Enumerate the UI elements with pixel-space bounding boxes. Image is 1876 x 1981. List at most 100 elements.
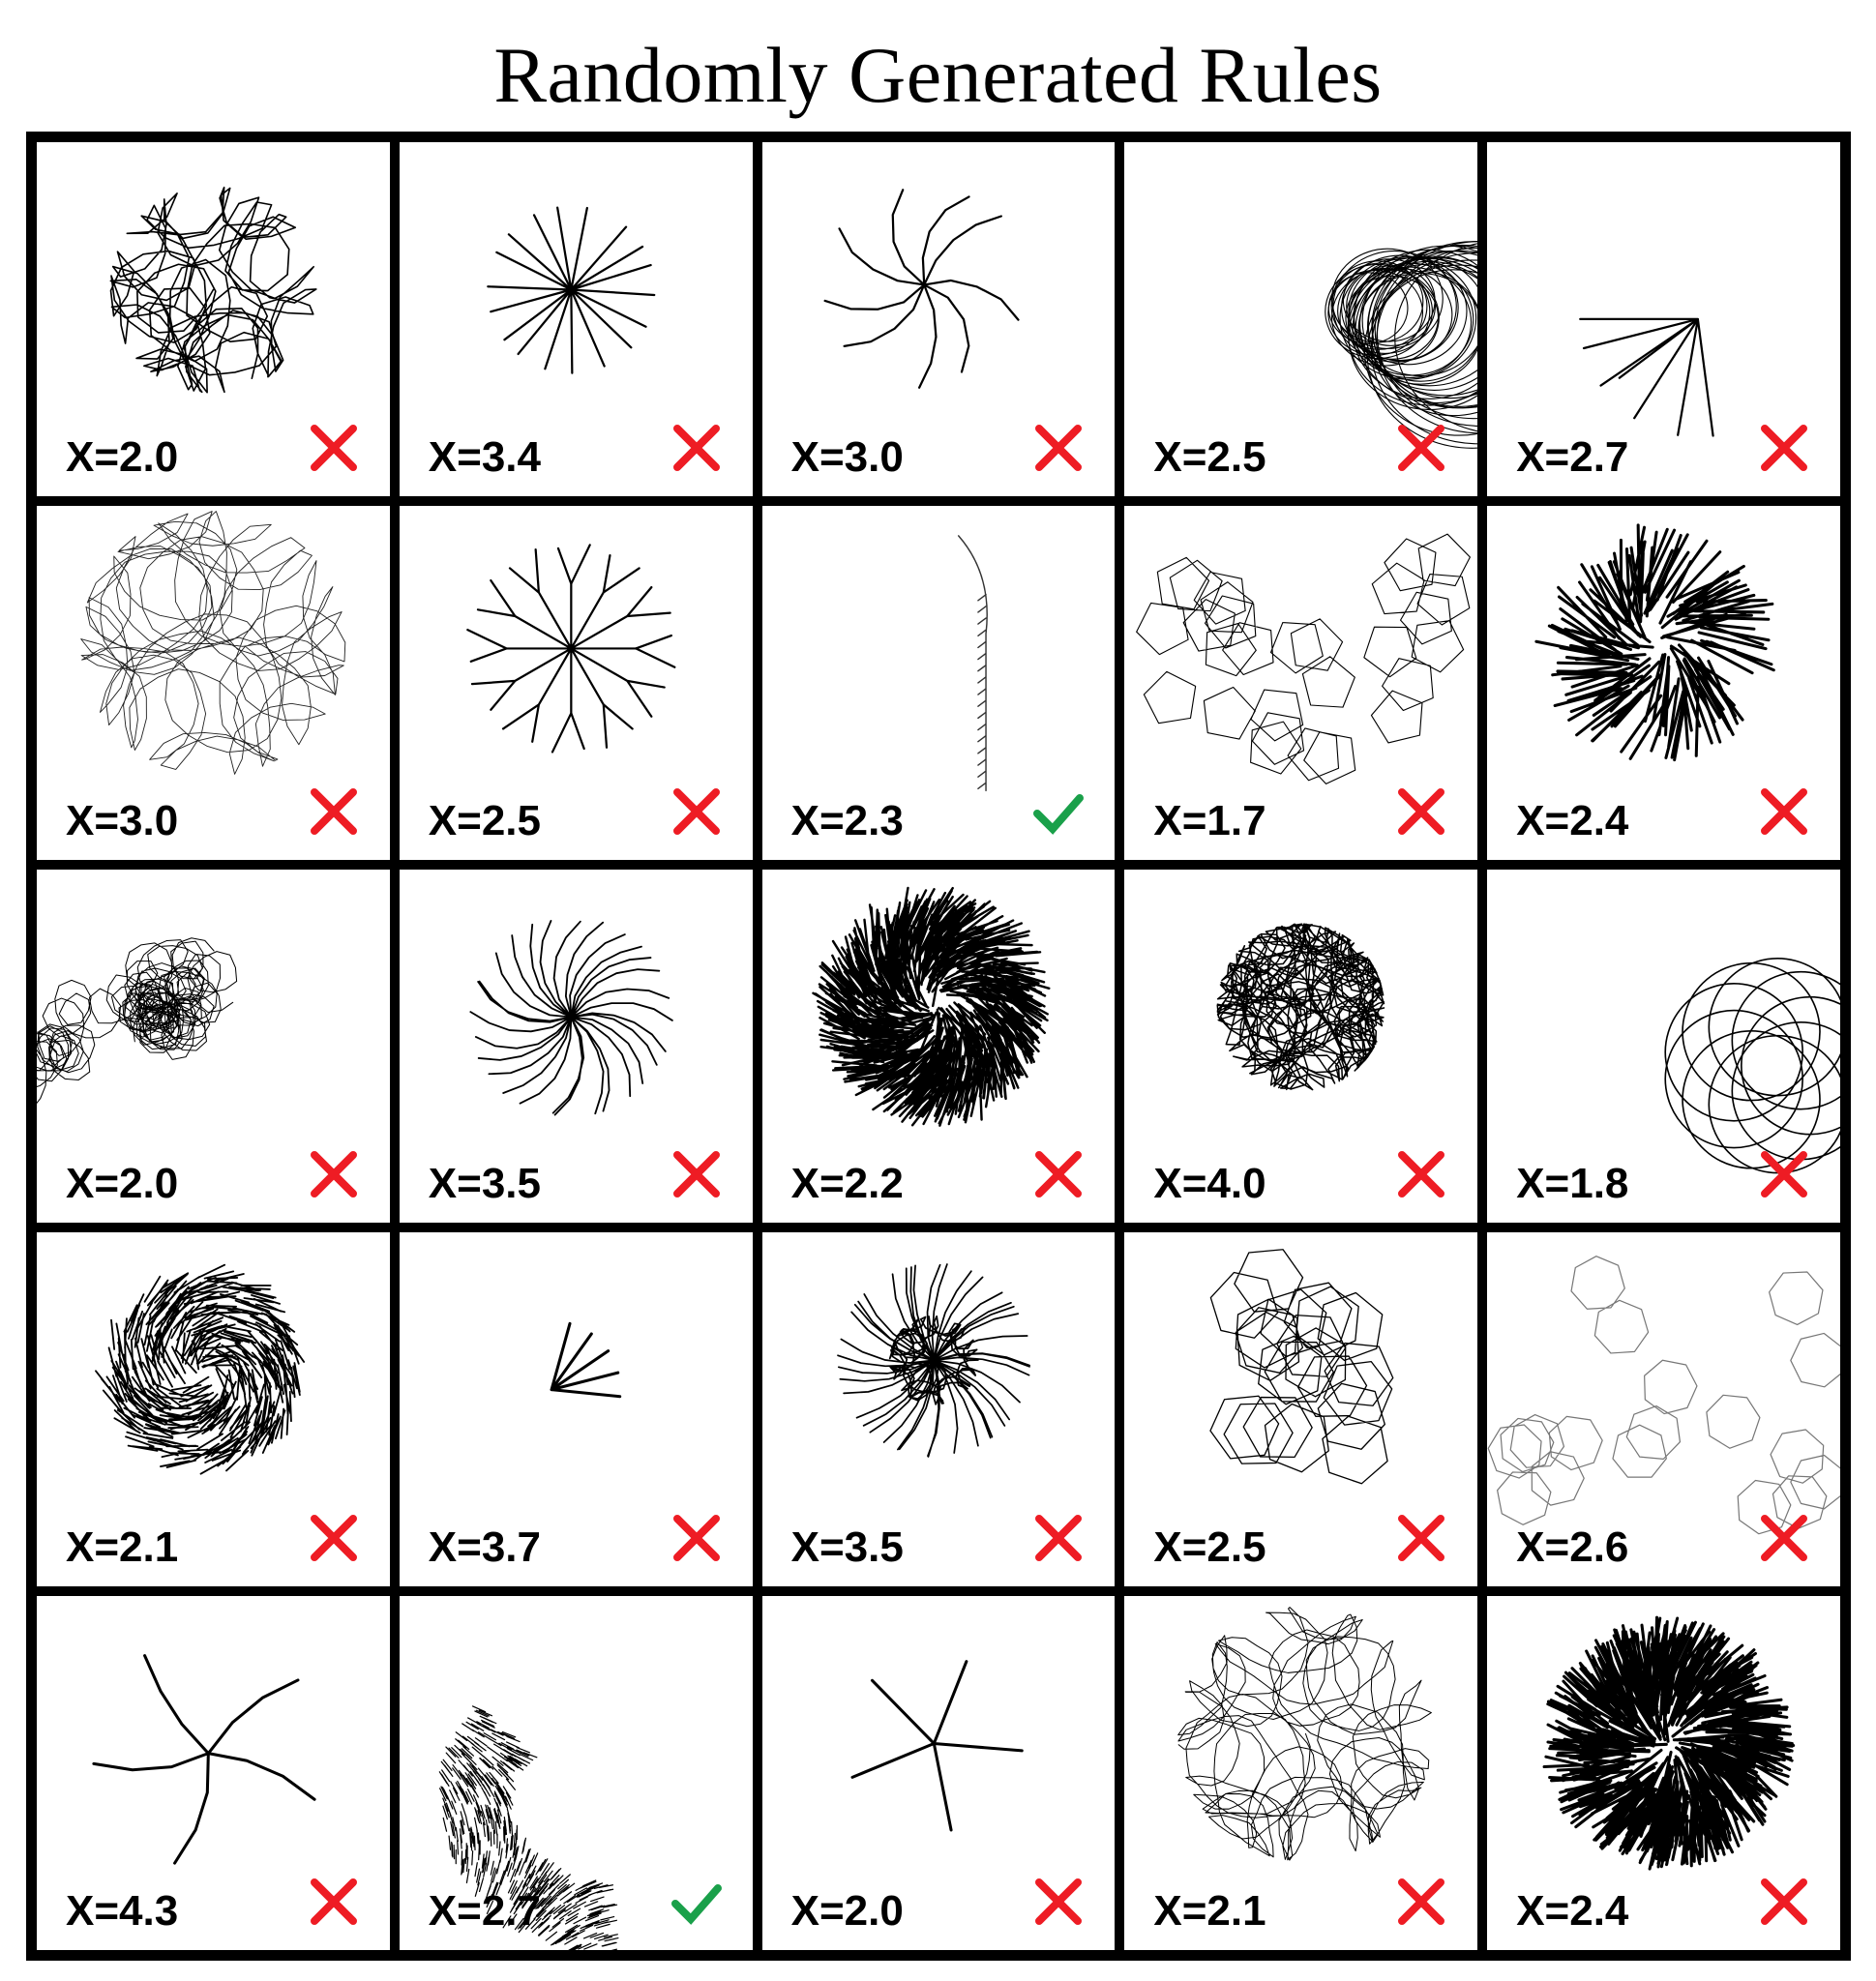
pattern-stroke xyxy=(1177,1607,1433,1861)
pattern-stroke xyxy=(1579,317,1714,437)
cross-icon xyxy=(1398,787,1445,835)
pattern-stroke xyxy=(1731,1020,1840,1161)
pattern-stroke xyxy=(1394,243,1478,432)
cross-icon xyxy=(672,424,720,471)
x-value-label: X=2.3 xyxy=(790,796,904,844)
pattern-image xyxy=(1325,241,1478,449)
pattern-stroke xyxy=(1348,263,1478,411)
cross-icon xyxy=(1760,787,1807,835)
rule-cell: X=2.0 xyxy=(37,142,390,496)
x-value-label: X=1.7 xyxy=(1153,796,1266,844)
rule-cell: X=2.7 xyxy=(399,1596,753,1950)
rule-cell: X=2.3 xyxy=(761,505,1116,860)
x-value-label: X=2.7 xyxy=(428,1886,542,1935)
pattern-stroke xyxy=(1542,1615,1796,1871)
figure-title: Randomly Generated Rules xyxy=(493,31,1383,119)
x-value-label: X=4.3 xyxy=(66,1886,179,1935)
pattern-stroke xyxy=(1136,533,1472,784)
pattern-stroke xyxy=(1367,245,1478,409)
x-value-label: X=2.0 xyxy=(790,1886,904,1935)
pattern-stroke xyxy=(80,510,346,775)
pattern-image xyxy=(823,189,1020,389)
pattern-stroke xyxy=(92,1654,316,1865)
pattern-image xyxy=(1136,533,1472,784)
x-value-label: X=2.4 xyxy=(1516,796,1629,844)
cross-icon xyxy=(1398,424,1445,471)
pattern-image xyxy=(469,919,673,1116)
cross-icon xyxy=(1035,424,1083,471)
rule-cell: X=2.5 xyxy=(1124,142,1478,496)
pattern-image xyxy=(1579,317,1714,437)
x-value-label: X=2.0 xyxy=(66,1160,179,1208)
x-value-label: X=3.0 xyxy=(790,432,904,481)
rule-cell: X=1.8 xyxy=(1487,869,1840,1224)
cross-icon xyxy=(672,1515,720,1562)
x-value-label: X=2.7 xyxy=(1516,432,1629,481)
x-value-label: X=3.5 xyxy=(428,1160,542,1208)
x-value-label: X=2.2 xyxy=(790,1160,904,1208)
rule-cell: X=2.2 xyxy=(761,869,1116,1224)
cross-icon xyxy=(1760,1878,1807,1925)
cross-icon xyxy=(1760,1515,1807,1562)
x-value-label: X=2.1 xyxy=(1153,1886,1266,1935)
pattern-stroke xyxy=(1348,257,1468,366)
pattern-image xyxy=(109,186,317,394)
pattern-image xyxy=(1664,957,1840,1173)
rule-cell: X=3.5 xyxy=(761,1232,1116,1587)
pattern-image xyxy=(836,1263,1030,1459)
pattern-stroke xyxy=(1367,259,1478,449)
pattern-stroke xyxy=(1371,252,1478,445)
pattern-image xyxy=(37,936,238,1104)
rule-cell: X=2.1 xyxy=(1124,1596,1478,1950)
x-value-label: X=2.4 xyxy=(1516,1886,1629,1935)
cross-icon xyxy=(672,787,720,835)
rule-cell: X=2.4 xyxy=(1487,505,1840,860)
cross-icon xyxy=(310,787,357,835)
rule-cell: X=2.0 xyxy=(761,1596,1116,1950)
pattern-stroke xyxy=(109,186,317,394)
pattern-image xyxy=(1542,1615,1796,1871)
rule-cell: X=2.0 xyxy=(37,869,390,1224)
pattern-stroke xyxy=(1664,1009,1804,1148)
pattern-stroke xyxy=(1664,982,1804,1122)
pattern-stroke xyxy=(466,544,676,754)
pattern-stroke xyxy=(1534,523,1776,761)
rule-cell: X=3.4 xyxy=(399,142,753,496)
cross-icon xyxy=(310,1515,357,1562)
check-icon xyxy=(1033,793,1085,835)
pattern-stroke xyxy=(811,886,1051,1127)
rule-cell: X=3.5 xyxy=(399,869,753,1224)
pattern-stroke xyxy=(1355,256,1478,403)
pattern-image xyxy=(1177,1607,1433,1861)
pattern-stroke xyxy=(486,206,656,374)
pattern-stroke xyxy=(1741,995,1840,1136)
x-value-label: X=2.6 xyxy=(1516,1523,1629,1572)
x-value-label: X=2.5 xyxy=(1153,1523,1266,1572)
x-value-label: X=3.5 xyxy=(790,1523,904,1572)
rule-cell: X=2.5 xyxy=(1124,1232,1478,1587)
pattern-image xyxy=(1487,1256,1840,1535)
rule-cell: X=3.7 xyxy=(399,1232,753,1587)
pattern-image xyxy=(811,886,1051,1127)
pattern-image xyxy=(486,206,656,374)
pattern-stroke xyxy=(1348,257,1478,406)
pattern-stroke xyxy=(438,1705,619,1950)
cross-icon xyxy=(310,1878,357,1925)
pattern-stroke xyxy=(1337,267,1434,354)
pattern-image xyxy=(1216,923,1385,1090)
rule-cell: X=2.5 xyxy=(399,505,753,860)
x-value-label: X=3.4 xyxy=(428,432,542,481)
x-value-label: X=3.0 xyxy=(66,796,179,844)
rule-cell: X=2.7 xyxy=(1487,142,1840,496)
cross-icon xyxy=(1035,1151,1083,1198)
cross-icon xyxy=(1398,1151,1445,1198)
pattern-stroke xyxy=(95,1264,306,1475)
pattern-stroke xyxy=(1682,961,1821,1101)
rule-grid: X=2.0 X=3.4 X=3.0 X=2.5 X=2.7 X=3.0 X=2.5 X=2.3… xyxy=(26,132,1851,1961)
pattern-stroke xyxy=(1487,1256,1840,1535)
pattern-stroke xyxy=(1216,923,1385,1090)
pattern-image xyxy=(80,510,346,775)
pattern-stroke xyxy=(37,950,238,1104)
pattern-image xyxy=(466,544,676,754)
rule-cell: X=2.6 xyxy=(1487,1232,1840,1587)
